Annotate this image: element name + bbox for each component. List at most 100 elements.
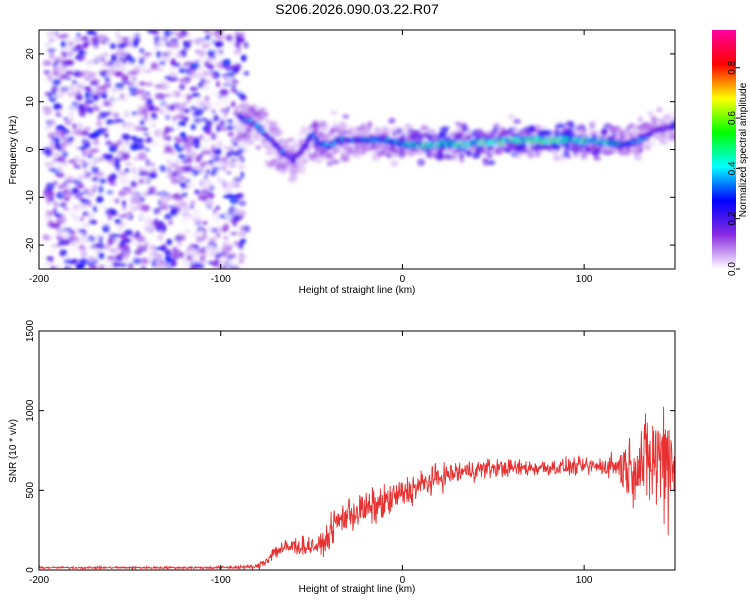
spectrogram-noise-blob [181,50,187,58]
spectrogram-noise-blob [94,242,105,250]
spectrogram-noise-blob [55,125,66,131]
spectrogram-noise-blob [122,206,127,210]
spectrogram-noise-blob [137,152,147,161]
spectrogram-noise-blob [97,178,107,184]
spectrogram-noise-blob [221,58,232,67]
spectrogram-noise-blob [159,99,165,104]
spectrogram-noise-blob [56,62,63,68]
spectrogram-noise-blob [61,151,69,158]
spectrogram-noise-blob [146,98,153,105]
spectrogram-noise-blob [61,213,68,221]
spectrogram-noise-blob [234,194,244,200]
spectrogram-noise-blob [186,155,194,164]
spectrogram-noise-blob [136,88,146,96]
spectrogram-halo-blob [565,121,575,126]
spectrogram-noise-blob [241,148,250,153]
spectrogram-noise-blob [162,52,168,57]
spectrogram-noise-blob [100,58,106,62]
spectrogram-noise-blob [109,247,119,254]
spectrogram-y-tick-label: -20 [25,237,36,252]
spectrogram-noise-blob [237,163,246,170]
spectrogram-noise-blob [239,238,247,245]
spectrogram-noise-blob [154,40,159,46]
spectrogram-noise-blob [43,107,53,115]
colorbar-tick-label: 0.2 [727,211,738,225]
spectrogram-noise-blob [92,85,98,93]
spectrogram-noise-blob [125,186,132,192]
spectrogram-noise-blob [105,69,115,77]
spectrogram-noise-blob [118,262,128,268]
spectrogram-noise-blob [91,40,99,48]
spectrogram-noise-blob [158,36,164,42]
spectrogram-halo-blob [566,154,572,159]
spectrogram-noise-blob [56,110,61,116]
spectrogram-noise-blob [120,232,126,241]
spectrogram-noise-blob [170,209,178,216]
spectrogram-noise-blob [192,209,202,216]
spectrogram-noise-blob [176,136,183,141]
spectrogram-noise-blob [207,191,215,200]
spectrogram-noise-blob [105,207,110,216]
spectrogram-noise-blob [99,85,107,90]
spectrogram-noise-blob [42,147,51,155]
spectrogram-noise-blob [187,70,197,76]
spectrogram-noise-blob [159,61,166,65]
spectrogram-noise-blob [223,223,230,232]
spectrogram-noise-blob [90,244,99,249]
spectrogram-noise-blob [125,81,134,86]
spectrogram-noise-blob [161,82,170,91]
spectrogram-noise-blob [230,160,240,164]
spectrogram-noise-blob [46,212,51,217]
spectrogram-halo-blob [614,125,621,133]
spectrogram-noise-blob [203,42,209,48]
spectrogram-halo-blob [326,161,333,167]
spectrogram-halo-blob [255,145,262,150]
spectrogram-noise-blob [51,152,62,157]
spectrogram-noise-blob [58,183,69,188]
spectrogram-noise-blob [120,66,126,73]
spectrogram-noise-blob [214,30,224,35]
spectrogram-noise-blob [150,113,158,121]
spectrogram-halo-blob [344,156,351,163]
spectrogram-noise-blob [203,187,209,196]
spectrogram-noise-blob [207,50,212,56]
spectrogram-noise-blob [80,250,88,258]
spectrogram-noise-blob [237,209,247,216]
spectrogram-noise-blob [202,145,209,152]
spectrogram-noise-blob [50,85,59,93]
spectrogram-noise-blob [42,60,52,66]
spectrogram-noise-blob [174,31,184,36]
spectrogram-noise-blob [101,40,106,45]
spectrogram-halo-blob [459,152,465,160]
spectrogram-noise-blob [121,133,131,140]
spectrogram-halo-blob [487,159,496,166]
spectrogram-noise-blob [102,62,110,67]
spectrogram-noise-blob [230,231,238,236]
spectrogram-noise-blob [121,144,127,152]
spectrogram-noise-blob [59,91,65,96]
spectrogram-noise-blob [57,209,63,215]
spectrogram-noise-blob [181,165,191,173]
spectrogram-noise-blob [168,128,174,132]
spectrogram-noise-blob [144,147,151,152]
spectrogram-noise-blob [211,132,216,141]
spectrogram-noise-blob [167,227,176,233]
spectrogram-noise-blob [232,64,240,69]
spectrogram-noise-blob [214,253,221,259]
spectrogram-noise-blob [220,201,227,207]
spectrogram-noise-blob [71,102,79,106]
spectrogram-noise-blob [182,261,191,269]
spectrogram-halo-blob [506,142,513,151]
spectrogram-noise-blob [145,158,150,164]
spectrogram-noise-blob [230,122,239,127]
spectrogram-noise-blob [176,113,186,121]
spectrogram-noise-blob [226,181,235,189]
spectrogram-noise-blob [54,141,60,148]
spectrogram-noise-blob [129,80,140,88]
spectrogram-ridge-core [291,159,296,163]
spectrogram-halo-blob [541,125,547,131]
spectrogram-noise-blob [200,169,205,174]
spectrogram-noise-blob [87,178,94,182]
